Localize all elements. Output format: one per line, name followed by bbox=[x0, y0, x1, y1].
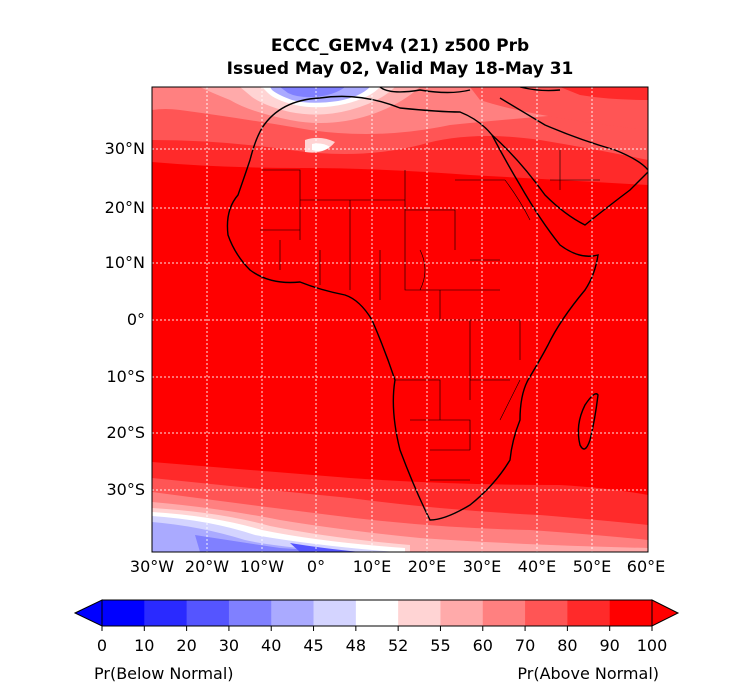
chart-subtitle: Issued May 02, Valid May 18-May 31 bbox=[226, 59, 574, 79]
colorbar-segment bbox=[398, 600, 441, 626]
colorbar-left-label: Pr(Below Normal) bbox=[94, 664, 234, 683]
lat-label: 10°S bbox=[106, 367, 145, 386]
colorbar-segment bbox=[609, 600, 653, 626]
colorbar-tick-label: 48 bbox=[346, 636, 366, 655]
colorbar-tick-label: 80 bbox=[557, 636, 577, 655]
map-frame bbox=[151, 86, 649, 553]
colorbar-tick-label: 45 bbox=[303, 636, 323, 655]
colorbar-tick-label: 20 bbox=[176, 636, 196, 655]
colorbar-tick-label: 40 bbox=[261, 636, 281, 655]
lon-label: 50°E bbox=[573, 557, 611, 576]
colorbar-segment bbox=[525, 600, 568, 626]
colorbar-segment bbox=[186, 600, 230, 626]
lat-label: 20°N bbox=[105, 198, 145, 217]
lat-label: 20°S bbox=[106, 423, 145, 442]
colorbar-tick-label: 60 bbox=[473, 636, 493, 655]
colorbar-tick-label: 0 bbox=[97, 636, 107, 655]
probability-field bbox=[152, 87, 648, 552]
country-borders bbox=[260, 150, 600, 481]
chart-title: ECCC_GEMv4 (21) z500 Prb bbox=[270, 36, 530, 56]
colorbar-extend-min bbox=[73, 599, 103, 627]
lon-label: 30°E bbox=[463, 557, 501, 576]
colorbar-right-label: Pr(Above Normal) bbox=[517, 664, 659, 683]
colorbar-segment bbox=[271, 600, 315, 626]
lon-label: 40°E bbox=[518, 557, 556, 576]
colorbar-extend-max bbox=[651, 599, 680, 627]
coastlines bbox=[226, 87, 648, 521]
lon-label: 0° bbox=[307, 557, 325, 576]
colorbar-frame bbox=[101, 599, 653, 627]
lon-label: 20°W bbox=[185, 557, 229, 576]
lon-label: 20°E bbox=[408, 557, 446, 576]
longitude-labels: 30°W 20°W 10°W 0° 10°E 20°E 30°E 40°E 50… bbox=[130, 557, 665, 576]
colorbar-segment bbox=[355, 600, 399, 626]
colorbar-segment bbox=[102, 600, 145, 626]
lon-label: 60°E bbox=[627, 557, 665, 576]
lat-label: 30°S bbox=[106, 480, 145, 499]
colorbar-tick-label: 100 bbox=[637, 636, 668, 655]
lon-label: 10°E bbox=[353, 557, 391, 576]
gridlines bbox=[152, 87, 648, 552]
colorbar: 0 10 20 30 40 45 48 52 55 60 70 80 90 100 Pr(Below No… bbox=[73, 599, 680, 683]
colorbar-tick-label: 10 bbox=[134, 636, 154, 655]
colorbar-tick-label: 90 bbox=[600, 636, 620, 655]
colorbar-segment bbox=[482, 600, 526, 626]
lat-label: 30°N bbox=[105, 139, 145, 158]
colorbar-tick-label: 52 bbox=[388, 636, 408, 655]
colorbar-tick-label: 30 bbox=[219, 636, 239, 655]
latitude-labels: 30°N 20°N 10°N 0° 10°S 20°S 30°S bbox=[105, 139, 145, 499]
colorbar-tick-label: 70 bbox=[515, 636, 535, 655]
colorbar-segment bbox=[567, 600, 611, 626]
lat-label: 10°N bbox=[105, 253, 145, 272]
colorbar-segment bbox=[313, 600, 357, 626]
lon-label: 10°W bbox=[240, 557, 284, 576]
colorbar-segment bbox=[144, 600, 188, 626]
lat-label: 0° bbox=[127, 310, 145, 329]
colorbar-tick-label: 55 bbox=[430, 636, 450, 655]
lon-label: 30°W bbox=[130, 557, 174, 576]
colorbar-segment bbox=[440, 600, 484, 626]
colorbar-segment bbox=[228, 600, 272, 626]
